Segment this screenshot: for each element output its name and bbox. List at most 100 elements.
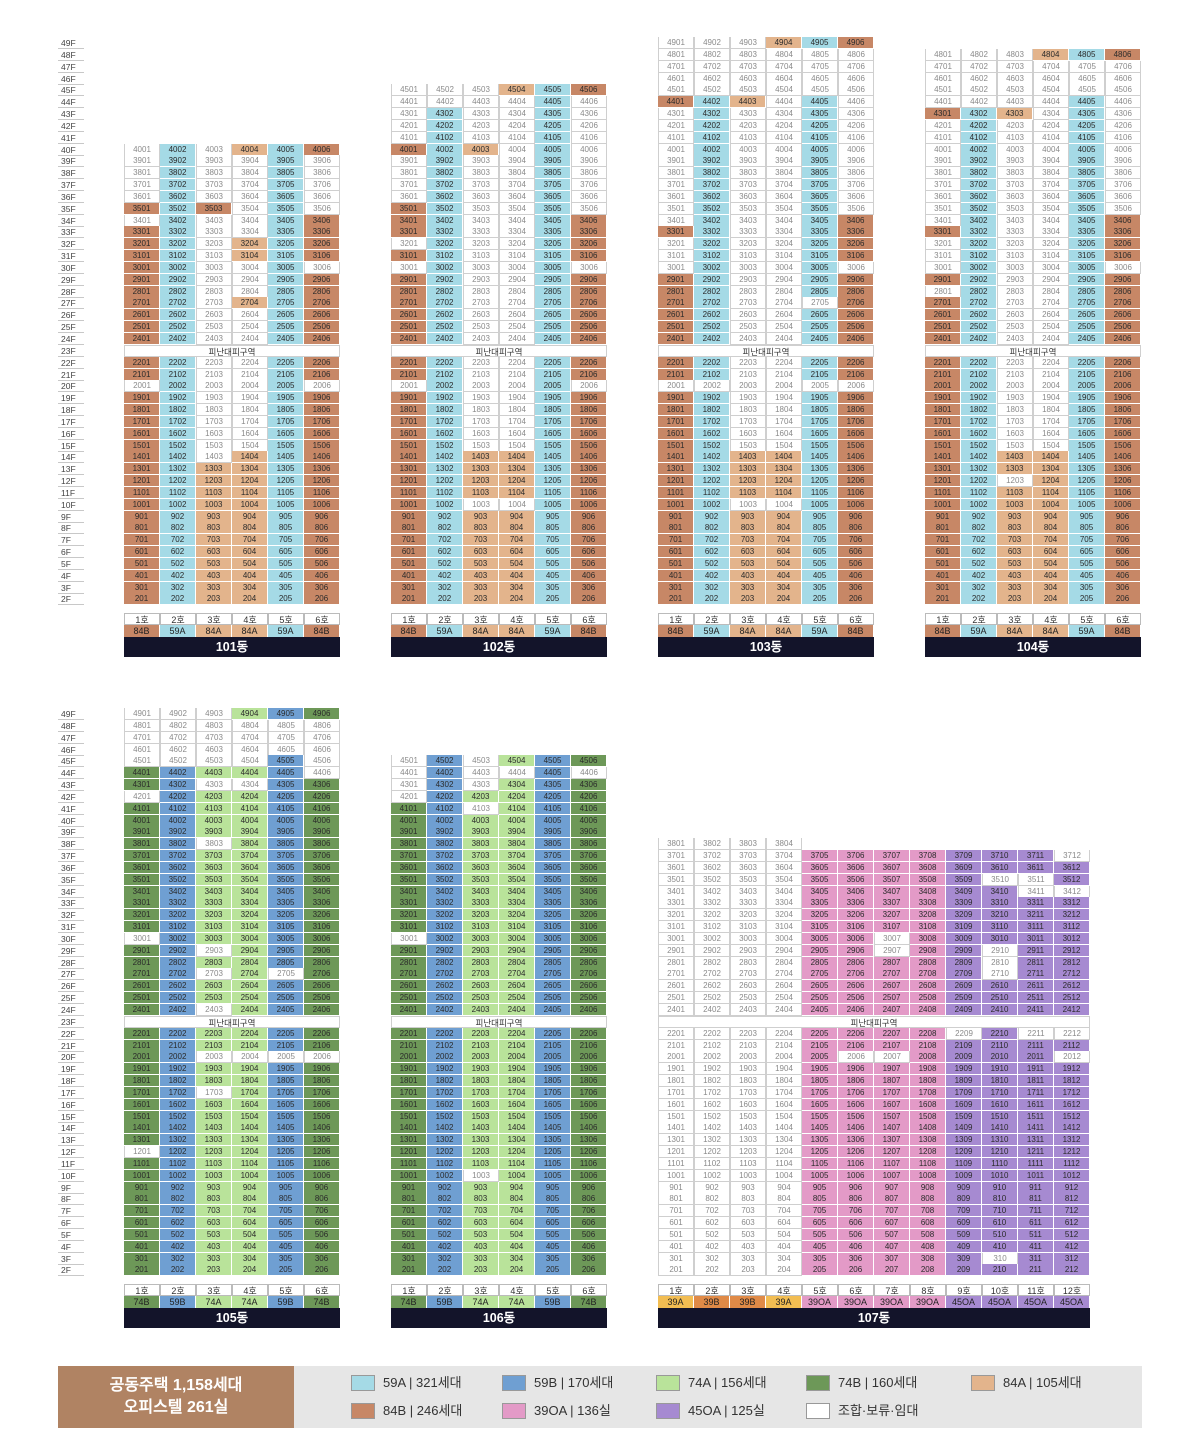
- unit-cell: 801: [124, 522, 160, 535]
- unit-cell: 1804: [1033, 404, 1069, 417]
- unit-cell: 2612: [1054, 980, 1090, 993]
- unit-cell: 1605: [802, 427, 838, 440]
- unit-type-label: 59B: [268, 1296, 304, 1309]
- unit-cell: 2705: [1069, 297, 1105, 310]
- unit-cell: 1301: [391, 1134, 427, 1147]
- unit-cell: 309: [946, 1252, 982, 1265]
- unit-cell: 2806: [838, 956, 874, 969]
- unit-cell: 3210: [982, 909, 1018, 922]
- unit-cell: 4301: [391, 779, 427, 792]
- unit-cell: 1005: [802, 1169, 838, 1182]
- unit-cell: 3706: [838, 179, 874, 192]
- unit-cell: 3201: [391, 909, 427, 922]
- unit-cell: 2805: [268, 285, 304, 298]
- unit-cell: 2102: [160, 1039, 196, 1052]
- unit-type-label: 84B: [1105, 625, 1141, 638]
- unit-cell: 504: [232, 1228, 268, 1241]
- unit-cell: 3702: [694, 850, 730, 863]
- unit-cell: 2606: [304, 980, 340, 993]
- unit-cell: 3102: [160, 921, 196, 934]
- unit-cell: 4105: [1069, 131, 1105, 144]
- unit-cell: 708: [910, 1205, 946, 1218]
- unit-cell: 2105: [268, 368, 304, 381]
- unit-cell: 3404: [499, 214, 535, 227]
- unit-cell: 1601: [124, 1098, 160, 1111]
- unit-cell: 4204: [499, 119, 535, 132]
- unit-cell: 910: [982, 1181, 1018, 1194]
- unit-cell: 2503: [463, 992, 499, 1005]
- unit-cell: 1101: [658, 1157, 694, 1170]
- unit-cell: 2801: [925, 285, 961, 298]
- building-name: 101동: [124, 637, 340, 658]
- unit-cell: 3003: [730, 261, 766, 274]
- unit-cell: 3505: [268, 873, 304, 886]
- unit-cell: 1502: [694, 1110, 730, 1123]
- unit-cell: 303: [730, 581, 766, 594]
- unit-number-header: 3호: [730, 1284, 766, 1297]
- unit-cell: 1201: [658, 1146, 694, 1159]
- unit-cell: 2110: [982, 1039, 1018, 1052]
- unit-number-header: 1호: [124, 1284, 160, 1297]
- unit-cell: 1904: [766, 392, 802, 405]
- unit-cell: 3905: [535, 155, 571, 168]
- unit-cell: 807: [874, 1193, 910, 1206]
- unit-cell: 206: [304, 1264, 340, 1277]
- unit-cell: 2905: [802, 273, 838, 286]
- unit-cell: 2503: [997, 321, 1033, 334]
- floor-label: 39F: [58, 155, 84, 168]
- unit-cell: 3107: [874, 921, 910, 934]
- floor-label: 22F: [58, 357, 84, 369]
- unit-cell: 2906: [571, 273, 607, 286]
- unit-number-header: 1호: [925, 613, 961, 626]
- unit-cell: 2404: [499, 333, 535, 345]
- unit-cell: 1505: [268, 1110, 304, 1123]
- unit-cell: 1107: [874, 1157, 910, 1170]
- unit-cell: 3401: [391, 214, 427, 227]
- unit-cell: 1007: [874, 1169, 910, 1182]
- unit-cell: 3305: [802, 897, 838, 910]
- unit-cell: 2804: [232, 956, 268, 969]
- unit-cell: 3602: [427, 190, 463, 203]
- unit-cell: 2502: [427, 321, 463, 334]
- floor-label: 14F: [58, 451, 84, 464]
- unit-cell: 1101: [391, 486, 427, 499]
- unit-cell: 2403: [997, 333, 1033, 345]
- unit-cell: 4601: [658, 72, 694, 85]
- unit-cell: 1702: [427, 1086, 463, 1099]
- unit-cell: 1405: [1069, 451, 1105, 464]
- unit-cell: 805: [1069, 522, 1105, 535]
- unit-cell: 1601: [925, 427, 961, 440]
- unit-cell: 2606: [838, 309, 874, 322]
- unit-cell: 1105: [535, 1157, 571, 1170]
- unit-cell: 406: [838, 1240, 874, 1253]
- unit-cell: 2005: [1069, 380, 1105, 393]
- unit-cell: 704: [499, 534, 535, 547]
- unit-cell: 1311: [1018, 1134, 1054, 1147]
- unit-cell: 3805: [268, 838, 304, 851]
- unit-cell: 1901: [658, 1063, 694, 1076]
- unit-cell: 703: [196, 1205, 232, 1218]
- unit-cell: 1909: [946, 1063, 982, 1076]
- unit-cell: 707: [874, 1205, 910, 1218]
- unit-cell: 3205: [535, 909, 571, 922]
- unit-cell: 4905: [802, 37, 838, 49]
- unit-cell: 602: [961, 546, 997, 559]
- unit-cell: 4106: [1105, 131, 1141, 144]
- unit-cell: 904: [499, 1181, 535, 1194]
- unit-cell: 709: [946, 1205, 982, 1218]
- unit-cell: 3405: [1069, 214, 1105, 227]
- unit-cell: 806: [838, 522, 874, 535]
- unit-cell: 4205: [802, 119, 838, 132]
- unit-cell: 4601: [925, 72, 961, 85]
- unit-cell: 2001: [658, 380, 694, 393]
- unit-cell: 206: [838, 593, 874, 606]
- unit-cell: 1805: [268, 404, 304, 417]
- unit-cell: 1103: [463, 486, 499, 499]
- unit-cell: 2102: [961, 368, 997, 381]
- unit-cell: 1303: [730, 463, 766, 476]
- unit-cell: 3101: [391, 250, 427, 263]
- unit-cell: 605: [802, 1217, 838, 1230]
- unit-cell: 4002: [160, 143, 196, 156]
- unit-cell: 901: [925, 510, 961, 523]
- unit-number-header: 7호: [874, 1284, 910, 1297]
